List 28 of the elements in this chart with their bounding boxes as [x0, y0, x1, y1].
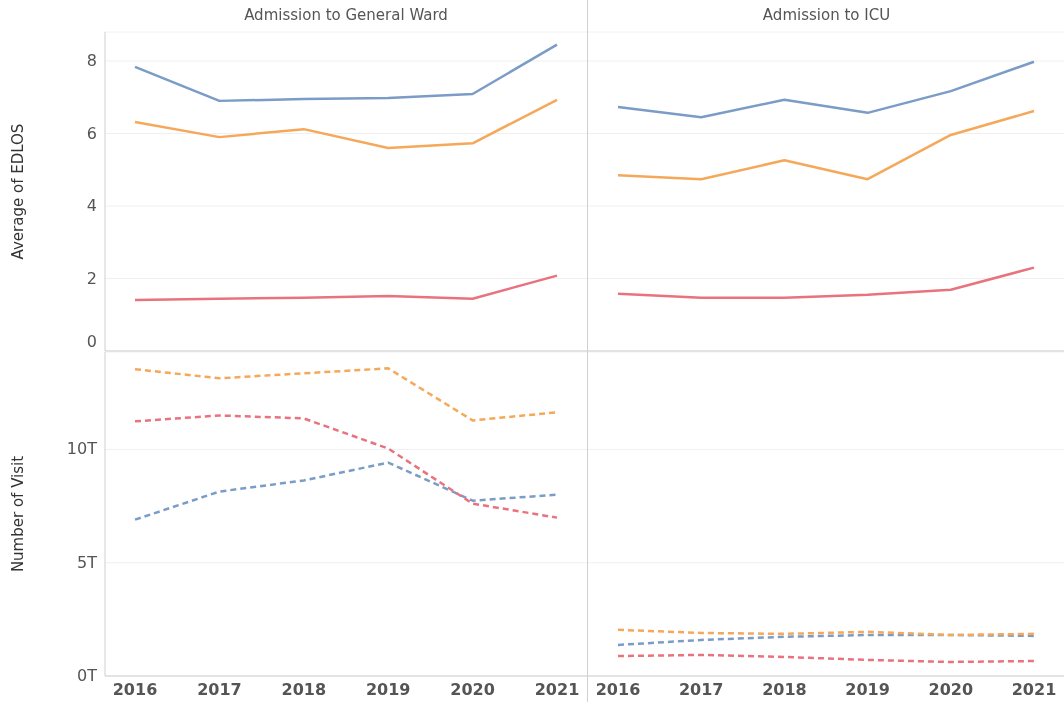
line-series: [133, 274, 559, 302]
y-tick-label: 4: [86, 196, 97, 215]
x-tick-label: 2017: [678, 680, 724, 700]
x-tick-label: 2020: [450, 680, 495, 700]
x-tick-label: 2019: [365, 680, 411, 700]
x-tick-label: 2019: [845, 680, 890, 700]
y-tick-label: 10T: [66, 439, 98, 459]
chart-title: Admission to ICU: [761, 6, 892, 24]
line-series: [133, 414, 559, 519]
x-tick-label: 2021: [1011, 680, 1057, 700]
y-tick-label: 0: [86, 332, 97, 351]
x-tick-label: 2018: [281, 680, 327, 700]
x-tick-label: 2020: [928, 680, 974, 700]
chart-title: Admission to General Ward: [243, 6, 449, 24]
y-axis-title: Number of Visit: [9, 455, 28, 573]
y-tick-label: 8: [86, 51, 97, 70]
line-series: [133, 43, 559, 103]
x-tick-label: 2018: [762, 680, 807, 700]
x-tick-label: 2017: [197, 680, 242, 700]
y-tick-label: 6: [86, 123, 97, 143]
x-tick-label: 2016: [112, 680, 158, 700]
y-axis-title: Average of EDLOS: [9, 123, 28, 260]
y-tick-label: 5T: [77, 552, 98, 572]
y-tick-label: 0T: [77, 666, 98, 685]
x-tick-label: 2021: [534, 680, 580, 700]
x-tick-label: 2016: [595, 680, 641, 700]
line-series: [133, 98, 559, 150]
y-tick-label: 2: [86, 268, 97, 288]
